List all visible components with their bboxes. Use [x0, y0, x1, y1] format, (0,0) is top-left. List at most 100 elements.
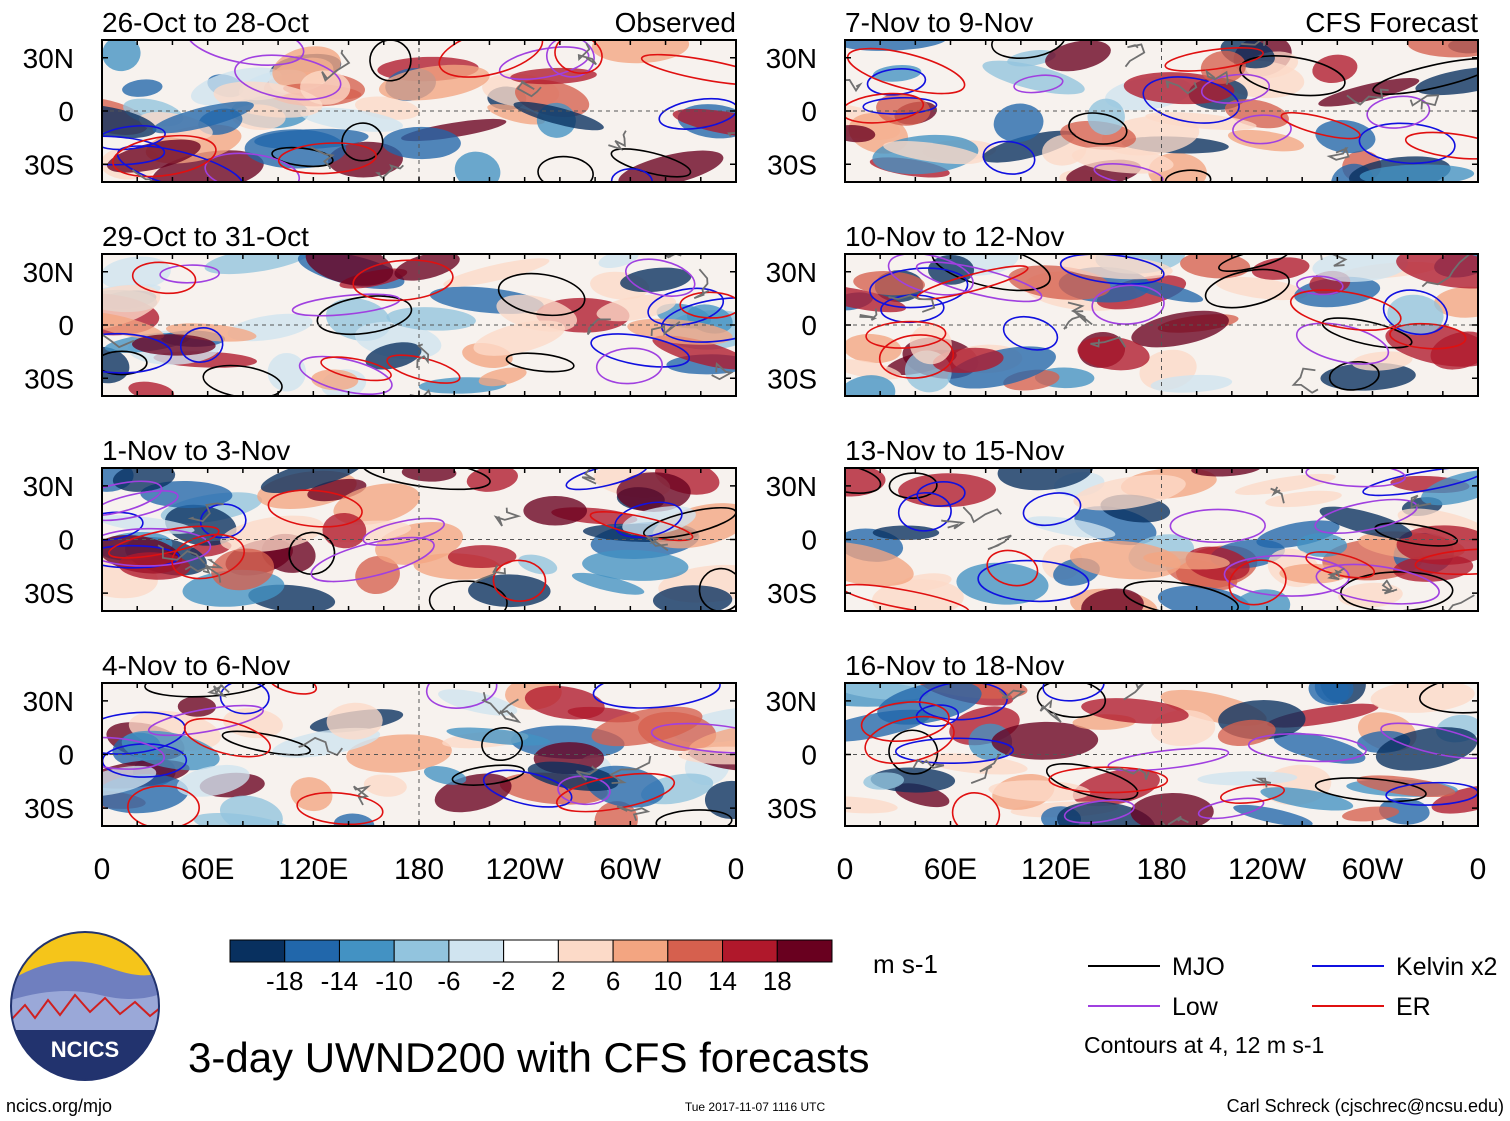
anomaly-blob [845, 333, 902, 364]
anomaly-blob [1215, 276, 1308, 301]
anomaly-blob [177, 696, 217, 717]
anomaly-blob [591, 706, 703, 747]
contour-line [1289, 289, 1402, 331]
anomaly-blob [652, 335, 736, 370]
contour-line [894, 737, 1015, 765]
y-tick-label: 0 [58, 740, 74, 771]
colorbar: -18 -14 -10 -6 -2 2 6 10 14 18 m s-1 [229, 939, 938, 996]
anomaly-blob [872, 525, 940, 540]
anomaly-blob [333, 483, 420, 525]
anomaly-blob [1087, 98, 1125, 136]
anomaly-blob [326, 702, 383, 740]
colorbar-swatch [722, 939, 778, 963]
main-title: 3-day UWND200 with CFS forecasts [188, 1034, 870, 1081]
anomaly-blob [204, 254, 311, 275]
contour-line [102, 480, 163, 517]
anomaly-blob [1308, 683, 1349, 706]
coastline [845, 79, 863, 93]
contour-line [112, 134, 217, 178]
contour-line [428, 580, 508, 611]
y-tick-label: 30N [766, 686, 817, 717]
map-panel: 30N 0 30S 16-Nov to 18-Nov [766, 650, 1479, 827]
contour-line [679, 291, 736, 319]
y-tick-label: 30N [23, 43, 74, 74]
contour-line [481, 727, 523, 761]
y-tick-label: 30N [766, 43, 817, 74]
contour-line [159, 264, 220, 284]
coastline [577, 42, 597, 66]
anomaly-blob [845, 124, 876, 143]
anomaly-blob [1069, 540, 1181, 580]
contour-line [982, 140, 1036, 175]
contour-line [271, 146, 334, 168]
contour-line [1328, 361, 1380, 391]
anomaly-blob [102, 40, 141, 72]
contour-line [865, 320, 947, 349]
coastline [586, 318, 611, 335]
coastline [711, 362, 734, 381]
contour-line [127, 785, 200, 826]
contour-line [183, 717, 271, 758]
contour-line [647, 287, 725, 326]
contour-line [1068, 112, 1128, 145]
x-tick-label: 0 [728, 853, 745, 886]
contour-line [991, 40, 1066, 59]
y-tick-label: 0 [58, 96, 74, 127]
coastline [1421, 254, 1472, 288]
contour-line [537, 155, 594, 182]
anomaly-blob [102, 765, 157, 797]
colorbar-tick-label: 18 [763, 966, 792, 996]
wind-anomaly-field [845, 254, 1478, 396]
contour-line [916, 265, 1029, 301]
coastline [616, 805, 651, 821]
anomaly-blob [176, 764, 250, 797]
contour-line [362, 517, 445, 546]
anomaly-blob [845, 468, 886, 497]
colorbar-tick-label: -18 [266, 966, 304, 996]
contour-line [505, 352, 575, 373]
x-tick-label: 60E [924, 853, 977, 886]
contour-line [102, 736, 165, 770]
contour-line [296, 791, 384, 826]
panel-title: 1-Nov to 3-Nov [102, 435, 290, 466]
contour-line [1247, 733, 1367, 763]
anomaly-blob [1026, 516, 1116, 539]
coastline [693, 268, 710, 300]
anomaly-blob [102, 104, 157, 139]
wind-anomaly-field [102, 468, 736, 611]
coastline [970, 753, 1001, 784]
coastline [321, 49, 351, 82]
coastline [474, 565, 506, 583]
contour-line [1296, 275, 1344, 296]
anomaly-blob [102, 256, 171, 291]
anomaly-blob [1131, 310, 1229, 348]
contour-line [1404, 131, 1478, 160]
coastline [157, 544, 206, 564]
anomaly-blob [1338, 582, 1403, 608]
colorbar-swatch [557, 939, 614, 963]
anomaly-blob [596, 294, 677, 322]
anomaly-blob [988, 780, 1091, 802]
map-panel: 30N 0 30S 13-Nov to 15-Nov [766, 435, 1479, 612]
anomaly-blob [845, 796, 898, 814]
anomaly-blob [219, 795, 283, 826]
coastline [375, 164, 404, 180]
anomaly-blob [1045, 40, 1111, 72]
anomaly-blob [1312, 254, 1408, 282]
contour-line [557, 775, 611, 806]
panel-title: 13-Nov to 15-Nov [845, 435, 1064, 466]
anomaly-blob [438, 689, 518, 716]
colorbar-swatch [393, 939, 450, 963]
anomaly-blob [1319, 506, 1413, 539]
y-tick-label: 30S [767, 793, 817, 824]
anomaly-blob [618, 150, 724, 182]
coastline [1165, 80, 1198, 95]
anomaly-blob [1150, 374, 1233, 393]
wind-anomaly-field [845, 40, 1478, 182]
panel-title: 16-Nov to 18-Nov [845, 650, 1064, 681]
colorbar-unit: m s-1 [873, 949, 938, 979]
contour-line [862, 96, 938, 115]
contour-line [438, 40, 544, 78]
x-tick-label: 0 [1470, 853, 1487, 886]
contour-line [888, 729, 939, 775]
